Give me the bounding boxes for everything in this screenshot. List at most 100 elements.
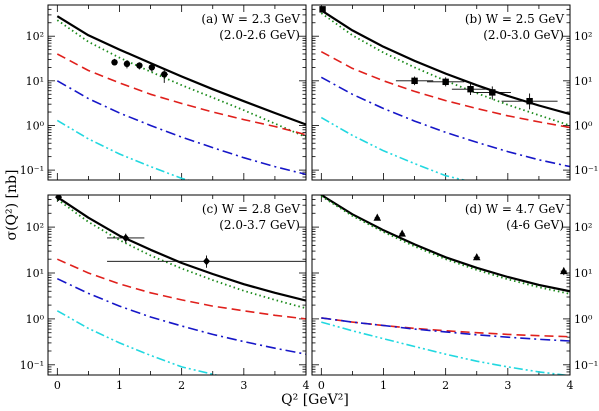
series-line-solid [56,15,306,126]
curves-d [320,195,570,375]
panel-title: (a) W = 2.3 GeV [201,12,300,26]
axis-ticks-a [48,4,307,181]
panel-b: 10⁻¹ 10⁰ 10¹ 10² (b) W = 2.5 GeV (2.0-3.0 GeV… [311,4,598,181]
data-point [559,266,568,276]
marker-square [489,89,496,96]
data-point [501,93,558,110]
series-line-solid [56,196,306,302]
x-tick-label: 4 [303,379,310,392]
data-point [398,229,406,237]
marker-triangle [559,266,568,275]
marker-triangle [472,253,481,261]
y-tick-label: 10² [574,30,592,43]
series-line-dashdotdot [321,321,570,375]
curves-a [56,15,306,180]
marker-square [442,78,449,86]
x-tick-label: 0 [318,379,325,392]
marker-circle [111,59,118,66]
series-line-dashdotdot [320,116,467,180]
marker-triangle [319,184,327,191]
marker-diamond [55,195,63,202]
series-line-dotted [320,195,570,295]
data-point [123,60,131,69]
panel-title: (d) W = 4.7 GeV [465,202,564,216]
data-point [473,86,511,100]
series-line-dashdot [321,317,570,342]
x-tick-label: 3 [504,379,511,392]
marker-triangle [373,213,382,221]
panel-subtitle: (4-6 GeV) [506,218,564,232]
data-point [111,58,118,66]
y-tick-label: 10⁰ [574,313,593,326]
data-point [148,63,156,72]
marker-square [526,97,533,105]
axis-ticks-c [48,194,307,376]
points-a [111,58,168,83]
plot-frame-a [47,4,307,181]
series-line-dashdot [56,277,306,355]
x-axis-label: Q² [GeV²] [281,392,349,408]
y-tick-label: 10¹ [574,75,592,88]
y-tick-label: 10² [26,30,44,43]
series-line-dotted [320,12,570,127]
y-tick-label: 10² [574,221,592,234]
data-point [427,77,465,87]
data-point [55,195,63,202]
y-tick-label: 10⁰ [26,313,45,326]
x-tick-label: 1 [380,379,387,392]
x-tick-label: 2 [178,379,185,392]
y-tick-label: 10¹ [26,75,44,88]
plot-frame-c [47,194,307,376]
panel-subtitle: (2.0-2.6 GeV) [219,28,300,42]
y-tick-label: 10² [26,221,44,234]
axis-ticks-d [312,194,571,376]
marker-square [467,85,474,93]
marker-circle [136,62,143,69]
series-line-dotted [56,198,306,310]
series-line-dotted [56,19,306,138]
y-tick-label: 10⁻¹ [574,359,598,372]
points-d [319,184,568,276]
data-point [395,76,434,86]
curves-c [56,196,306,375]
data-point [319,6,326,13]
data-point [472,253,481,261]
panel-d: 0 1 2 3 410⁻¹ 10⁰ 10¹ 10² (d) W = 4.7 GeV (4-6 Ge… [311,184,598,392]
x-tick-label: 3 [240,379,247,392]
panel-a: 10⁻¹ 10⁰ 10¹ 10² (a) W = 2.3 GeV (2.0-2.6 GeV… [20,4,307,181]
marker-triangle [398,229,406,237]
panel-title: (c) W = 2.8 GeV [202,202,301,216]
panel-subtitle: (2.0-3.0 GeV) [483,28,564,42]
panel-title: (b) W = 2.5 GeV [465,12,564,26]
marker-square [411,77,418,85]
marker-diamond [203,257,211,266]
panel-subtitle: (2.0-3.7 GeV) [219,218,300,232]
marker-circle [123,60,131,68]
y-axis-label: σ(Q²) [nb] [4,170,20,241]
series-line-dashdotdot [56,119,191,180]
data-point [107,233,145,244]
marker-circle [161,71,168,78]
marker-diamond [122,233,130,242]
y-tick-label: 10⁻¹ [20,164,44,177]
y-tick-label: 10⁰ [26,119,45,132]
x-tick-label: 0 [54,379,61,392]
panel-c: 0 1 2 3 4 10⁻¹ 10⁰ 10¹ 10² (c) W = 2.8 GeV (2.0-3.… [20,194,310,392]
series-line-dashed [320,50,570,129]
data-point [107,255,306,268]
points-c [55,195,306,268]
y-tick-label: 10⁰ [574,119,593,132]
marker-circle [148,64,156,71]
data-point [373,213,382,221]
plot-frame-d [311,194,571,376]
y-tick-label: 10⁻¹ [20,359,44,372]
series-line-dashdotdot [56,310,220,375]
data-point [136,62,143,70]
y-tick-label: 10¹ [574,267,592,280]
data-point [451,83,490,96]
series-line-dashdot [320,76,570,168]
series-line-dashed [56,258,306,320]
series-line-dashdot [56,80,306,176]
series-line-solid [320,195,570,293]
series-line-dashed [56,53,306,136]
